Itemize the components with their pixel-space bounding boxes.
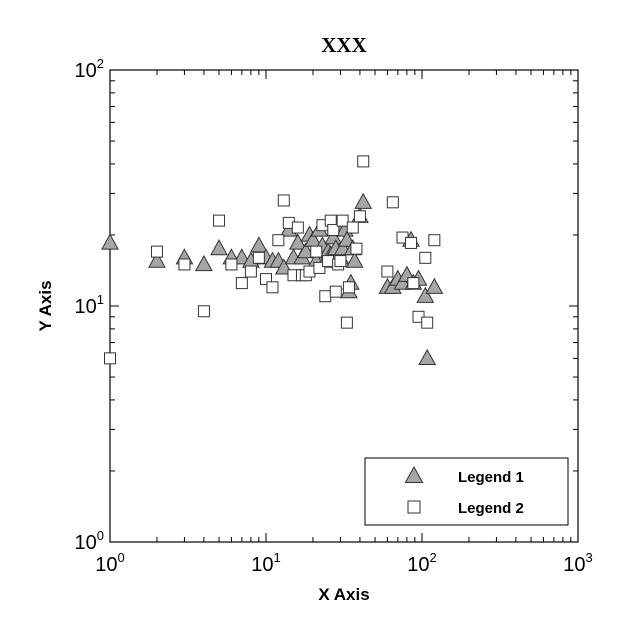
x-tick-label: 102 bbox=[407, 550, 436, 576]
square-marker bbox=[346, 221, 359, 234]
x-tick-base: 10 bbox=[563, 554, 585, 576]
x-tick-exponent: 2 bbox=[430, 550, 437, 565]
triangle-marker bbox=[101, 233, 119, 250]
square-marker bbox=[340, 316, 353, 329]
y-tick-label: 101 bbox=[75, 292, 104, 318]
square-marker bbox=[381, 265, 394, 278]
axis-ticks bbox=[109, 69, 579, 543]
square-marker bbox=[235, 277, 248, 290]
square-marker bbox=[303, 265, 316, 278]
legend: Legend 1 Legend 2 bbox=[364, 457, 569, 526]
y-tick-exponent: 0 bbox=[97, 528, 104, 543]
triangle-marker bbox=[416, 286, 435, 303]
x-tick-base: 10 bbox=[95, 554, 117, 576]
square-marker bbox=[329, 285, 342, 298]
square-marker bbox=[336, 214, 349, 227]
square-marker bbox=[310, 245, 323, 258]
y-tick-exponent: 1 bbox=[97, 292, 104, 307]
y-tick-base: 10 bbox=[75, 532, 97, 554]
square-marker bbox=[419, 251, 432, 264]
y-tick-base: 10 bbox=[75, 60, 97, 82]
y-tick-base: 10 bbox=[75, 296, 97, 318]
data-markers bbox=[101, 155, 444, 365]
x-tick-label: 103 bbox=[563, 550, 592, 576]
square-marker bbox=[266, 281, 279, 294]
x-tick-exponent: 3 bbox=[586, 550, 593, 565]
y-axis-label: Y Axis bbox=[36, 280, 55, 331]
legend-entry-label: Legend 1 bbox=[458, 469, 524, 486]
square-marker bbox=[150, 245, 163, 258]
square-marker bbox=[428, 234, 441, 247]
triangle-marker bbox=[393, 273, 412, 290]
square-marker bbox=[291, 221, 304, 234]
legend-square-marker bbox=[407, 500, 421, 514]
x-axis-label: X Axis bbox=[318, 585, 369, 604]
square-marker bbox=[277, 194, 290, 207]
square-marker bbox=[357, 155, 370, 168]
y-tick-exponent: 2 bbox=[97, 56, 104, 71]
square-marker bbox=[407, 277, 420, 290]
triangle-marker bbox=[354, 192, 373, 209]
legend-triangle-marker bbox=[404, 465, 424, 483]
square-marker bbox=[213, 214, 226, 227]
square-marker bbox=[197, 305, 210, 318]
x-tick-exponent: 1 bbox=[274, 550, 281, 565]
x-tick-label: 101 bbox=[251, 550, 280, 576]
square-marker bbox=[104, 352, 116, 365]
x-tick-exponent: 0 bbox=[118, 550, 125, 565]
square-marker bbox=[225, 258, 238, 271]
triangle-marker bbox=[418, 348, 437, 365]
square-marker bbox=[350, 242, 363, 255]
triangle-marker bbox=[425, 277, 444, 294]
square-marker bbox=[260, 273, 272, 286]
square-marker bbox=[178, 258, 191, 271]
square-marker bbox=[244, 265, 257, 278]
square-marker bbox=[327, 223, 340, 236]
y-tick-label: 100 bbox=[75, 528, 104, 554]
x-tick-base: 10 bbox=[407, 554, 429, 576]
triangle-marker bbox=[148, 251, 166, 268]
square-marker bbox=[353, 210, 366, 223]
square-marker bbox=[313, 261, 326, 274]
chart-title: XXX bbox=[321, 33, 367, 57]
x-tick-base: 10 bbox=[251, 554, 273, 576]
x-tick-label: 100 bbox=[95, 550, 124, 576]
triangle-marker bbox=[345, 251, 364, 268]
square-marker bbox=[421, 316, 434, 329]
triangle-marker bbox=[210, 239, 228, 256]
legend-entry-label: Legend 2 bbox=[458, 500, 524, 517]
square-marker bbox=[252, 251, 265, 264]
triangle-marker bbox=[288, 233, 307, 250]
square-marker bbox=[404, 236, 417, 249]
legend-box bbox=[364, 457, 569, 526]
square-marker bbox=[322, 255, 335, 268]
square-marker bbox=[334, 255, 347, 268]
square-marker bbox=[319, 290, 332, 303]
triangle-marker bbox=[232, 248, 251, 265]
y-tick-label: 102 bbox=[75, 56, 104, 82]
triangle-marker bbox=[296, 242, 315, 259]
square-marker bbox=[272, 234, 285, 247]
square-marker bbox=[342, 281, 355, 294]
square-marker bbox=[386, 196, 399, 209]
triangle-marker bbox=[194, 254, 213, 272]
